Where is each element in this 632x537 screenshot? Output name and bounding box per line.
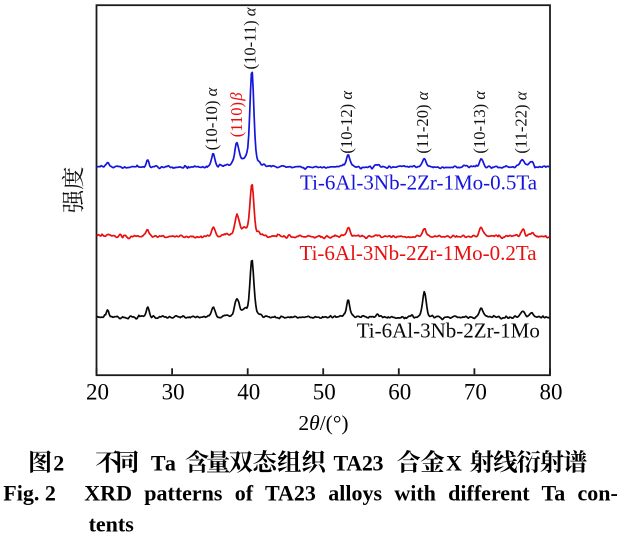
svg-text:50: 50 [313, 379, 336, 404]
svg-text:20: 20 [86, 379, 109, 404]
svg-text:(10-10) α: (10-10) α [202, 87, 221, 150]
svg-text:(110)β: (110)β [227, 92, 246, 138]
svg-text:X: X [446, 451, 462, 476]
svg-text:Fig. 2: Fig. 2 [3, 480, 56, 505]
svg-text:(11-22) α: (11-22) α [511, 91, 530, 153]
svg-text:2: 2 [53, 451, 64, 476]
svg-text:Ti-6Al-3Nb-2Zr-1Mo-0.2Ta: Ti-6Al-3Nb-2Zr-1Mo-0.2Ta [300, 241, 538, 265]
svg-text:80: 80 [540, 379, 563, 404]
svg-text:Ta: Ta [151, 451, 176, 476]
svg-text:Ti-6Al-3Nb-2Zr-1Mo: Ti-6Al-3Nb-2Zr-1Mo [357, 319, 540, 343]
svg-text:Ti-6Al-3Nb-2Zr-1Mo-0.5Ta: Ti-6Al-3Nb-2Zr-1Mo-0.5Ta [300, 171, 538, 195]
svg-text:(10-12) α: (10-12) α [337, 91, 356, 154]
svg-text:XRD patterns of TA23 alloys wi: XRD patterns of TA23 alloys with differe… [84, 480, 618, 505]
svg-text:(10-13) α: (10-13) α [470, 91, 489, 154]
svg-text:TA23: TA23 [334, 451, 384, 476]
svg-text:tents: tents [89, 512, 135, 537]
svg-text:2θ/(°): 2θ/(°) [298, 411, 348, 435]
svg-text:60: 60 [388, 379, 411, 404]
svg-text:40: 40 [237, 379, 260, 404]
svg-text:(11-20) α: (11-20) α [413, 91, 432, 153]
svg-text:(10-11) α: (10-11) α [240, 7, 259, 69]
svg-text:70: 70 [464, 379, 487, 404]
svg-text:30: 30 [162, 379, 185, 404]
